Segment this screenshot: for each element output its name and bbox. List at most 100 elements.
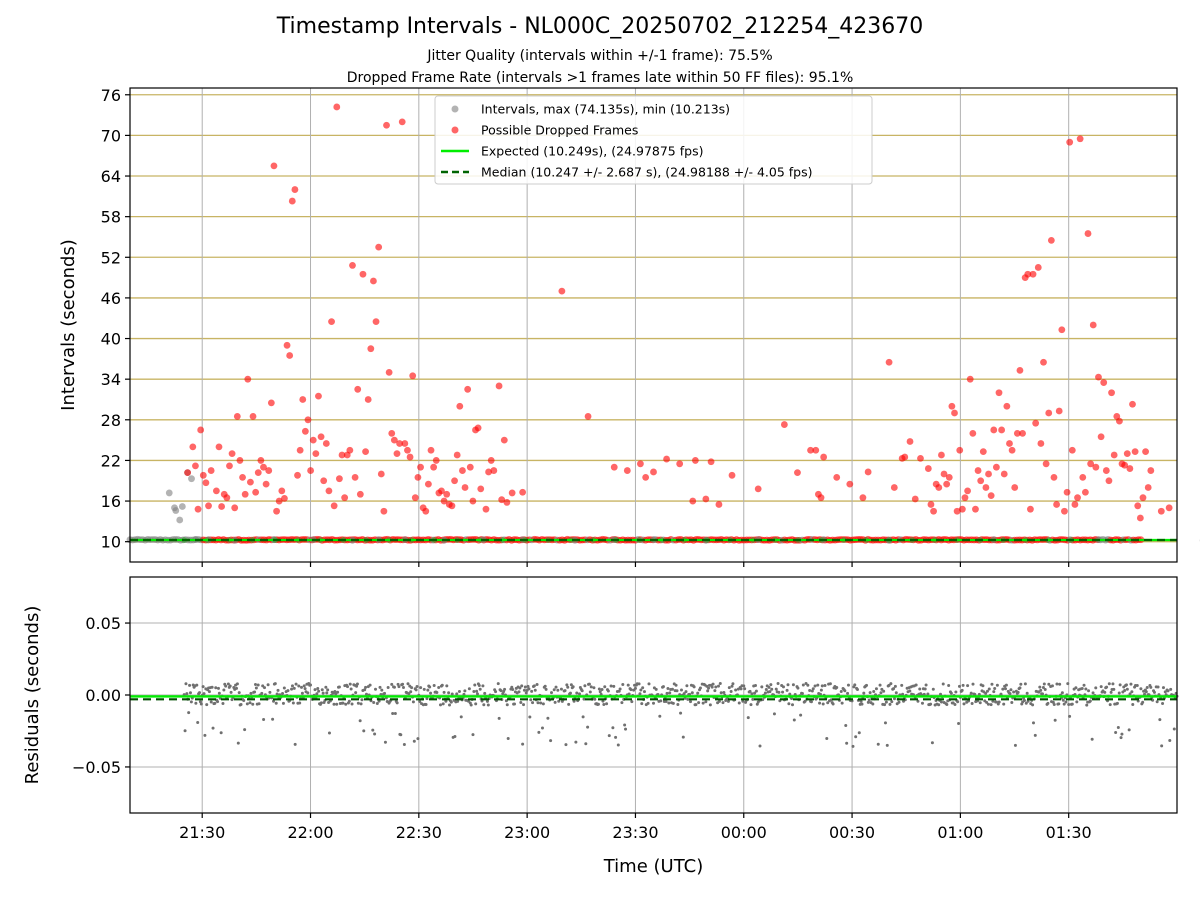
residual-point — [874, 687, 878, 691]
residual-point — [211, 726, 215, 730]
residual-point — [758, 744, 762, 748]
residual-point — [511, 688, 515, 692]
residual-point — [823, 683, 827, 687]
residual-point — [1141, 700, 1145, 704]
residual-point — [737, 701, 741, 705]
residual-point — [957, 684, 961, 688]
dropped-frame-point — [267, 399, 275, 407]
residual-point — [776, 681, 780, 685]
dropped-frame-point — [432, 457, 440, 464]
dropped-frame-point — [283, 341, 291, 349]
residual-point — [684, 690, 688, 694]
residual-point — [432, 683, 436, 687]
residual-point — [1064, 700, 1068, 704]
residual-point — [229, 690, 233, 694]
residual-point — [839, 689, 843, 693]
dropped-frame-point — [979, 448, 987, 456]
dropped-frame-point — [346, 446, 354, 454]
dropped-frame-point — [239, 473, 246, 481]
dropped-frame-point — [901, 453, 909, 461]
y-tick-label-top-5: 40 — [101, 330, 121, 349]
y-tick-label-top-0: 10 — [101, 533, 121, 552]
residual-point — [478, 687, 482, 691]
residual-point — [332, 702, 336, 706]
residual-point — [939, 692, 943, 696]
residual-point — [303, 687, 307, 691]
dropped-frame-point — [388, 429, 396, 437]
residual-point — [937, 703, 941, 707]
residual-point — [435, 690, 439, 694]
residual-point — [960, 688, 964, 692]
residual-point — [908, 689, 912, 693]
residual-point — [977, 692, 981, 696]
x-tick-label-5: 00:00 — [721, 823, 767, 842]
residual-point — [183, 729, 187, 733]
residual-point — [1161, 701, 1165, 705]
residual-point — [862, 691, 866, 695]
dropped-frame-point — [1074, 494, 1081, 502]
residual-point — [586, 725, 590, 729]
dropped-frame-point — [1095, 373, 1102, 381]
residual-point — [918, 687, 922, 691]
residual-point — [652, 701, 655, 705]
dropped-frame-point — [995, 389, 1003, 397]
dropped-frame-point — [1087, 460, 1095, 468]
residual-point — [742, 684, 746, 688]
residual-point — [481, 684, 485, 688]
residual-point — [415, 684, 419, 688]
residual-point — [621, 683, 625, 687]
dropped-frame-point — [1116, 417, 1123, 425]
residual-point — [519, 700, 523, 704]
dropped-frame-point — [1068, 446, 1076, 454]
dropped-frame-point — [1040, 358, 1047, 366]
residual-point — [368, 683, 372, 687]
x-axis-label: Time (UTC) — [603, 856, 704, 877]
residual-point — [690, 691, 694, 695]
residual-point — [994, 700, 998, 704]
residual-point — [969, 691, 973, 695]
dropped-frame-point — [396, 440, 404, 447]
residual-point — [743, 687, 747, 691]
residual-point — [299, 685, 303, 689]
dropped-frame-point — [236, 457, 244, 464]
residual-point — [786, 683, 790, 687]
residual-point — [698, 686, 702, 690]
residual-point — [1156, 685, 1160, 689]
residual-point — [401, 686, 405, 690]
residual-point — [219, 731, 223, 735]
residual-point — [1139, 687, 1143, 691]
residual-point — [981, 684, 985, 688]
residual-point — [531, 701, 535, 705]
residual-point — [377, 699, 381, 703]
residual-point — [300, 691, 304, 695]
residual-point — [739, 687, 743, 691]
residual-point — [1172, 727, 1176, 731]
residual-point — [596, 702, 600, 706]
residual-point — [1031, 721, 1035, 725]
residual-point — [574, 740, 578, 744]
residual-point — [770, 687, 774, 691]
residual-point — [860, 702, 864, 706]
residual-point — [222, 688, 226, 692]
residual-point — [879, 691, 883, 695]
residual-point — [1084, 687, 1088, 691]
residual-point — [1061, 698, 1065, 702]
residual-point — [647, 682, 651, 686]
residual-point — [364, 692, 368, 696]
residual-point — [751, 697, 755, 701]
residual-point — [535, 682, 539, 686]
dropped-frame-point — [1061, 507, 1068, 515]
top-panel: 10 16 22 28 34 40 46 52 58 64 70 76 Intervals (secon… — [58, 86, 1200, 567]
residual-point — [290, 687, 294, 691]
residual-point — [851, 744, 855, 748]
residual-point — [416, 737, 420, 741]
residual-point — [697, 701, 701, 705]
dropped-frame-point — [715, 501, 723, 508]
residual-point — [658, 714, 662, 718]
residual-point — [341, 701, 345, 705]
dropped-frame-point — [286, 352, 294, 359]
dropped-frame-point — [393, 450, 401, 458]
residual-point — [453, 734, 457, 738]
residual-point — [506, 737, 510, 741]
